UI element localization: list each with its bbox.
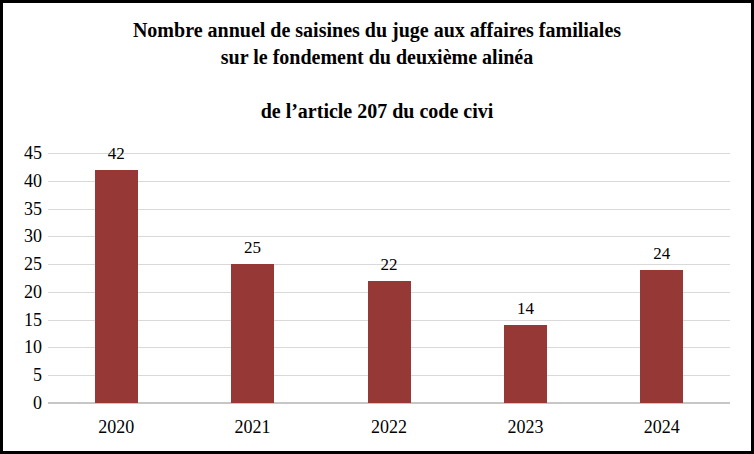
bar-2021 (231, 264, 274, 403)
y-tick-label: 10 (8, 335, 42, 359)
gridline (48, 181, 730, 182)
bar-value-label: 24 (632, 243, 692, 265)
y-tick-label: 20 (8, 280, 42, 304)
y-tick-label: 40 (8, 169, 42, 193)
y-tick-label: 35 (8, 197, 42, 221)
bar-2020 (95, 170, 138, 403)
x-tick-label: 2022 (344, 415, 434, 439)
bar-2023 (504, 325, 547, 403)
plot-area: 45 40 35 30 25 20 15 10 5 0 42 2020 25 2021 22 2022 14 20… (3, 3, 751, 451)
bar-2022 (368, 281, 411, 403)
bar-value-label: 22 (359, 254, 419, 276)
bar-value-label: 25 (223, 237, 283, 259)
y-tick-label: 30 (8, 224, 42, 248)
gridline (48, 153, 730, 154)
x-tick-label: 2020 (71, 415, 161, 439)
y-tick-label: 5 (8, 363, 42, 387)
gridline (48, 236, 730, 237)
chart-frame: Nombre annuel de saisines du juge aux af… (0, 0, 754, 454)
x-tick-label: 2023 (480, 415, 570, 439)
y-tick-label: 0 (8, 391, 42, 415)
y-tick-label: 15 (8, 308, 42, 332)
gridline (48, 209, 730, 210)
x-tick-label: 2024 (617, 415, 707, 439)
bar-value-label: 42 (86, 143, 146, 165)
bar-2024 (640, 270, 683, 403)
y-tick-label: 45 (8, 141, 42, 165)
y-tick-label: 25 (8, 252, 42, 276)
x-tick-label: 2021 (208, 415, 298, 439)
bar-value-label: 14 (495, 298, 555, 320)
